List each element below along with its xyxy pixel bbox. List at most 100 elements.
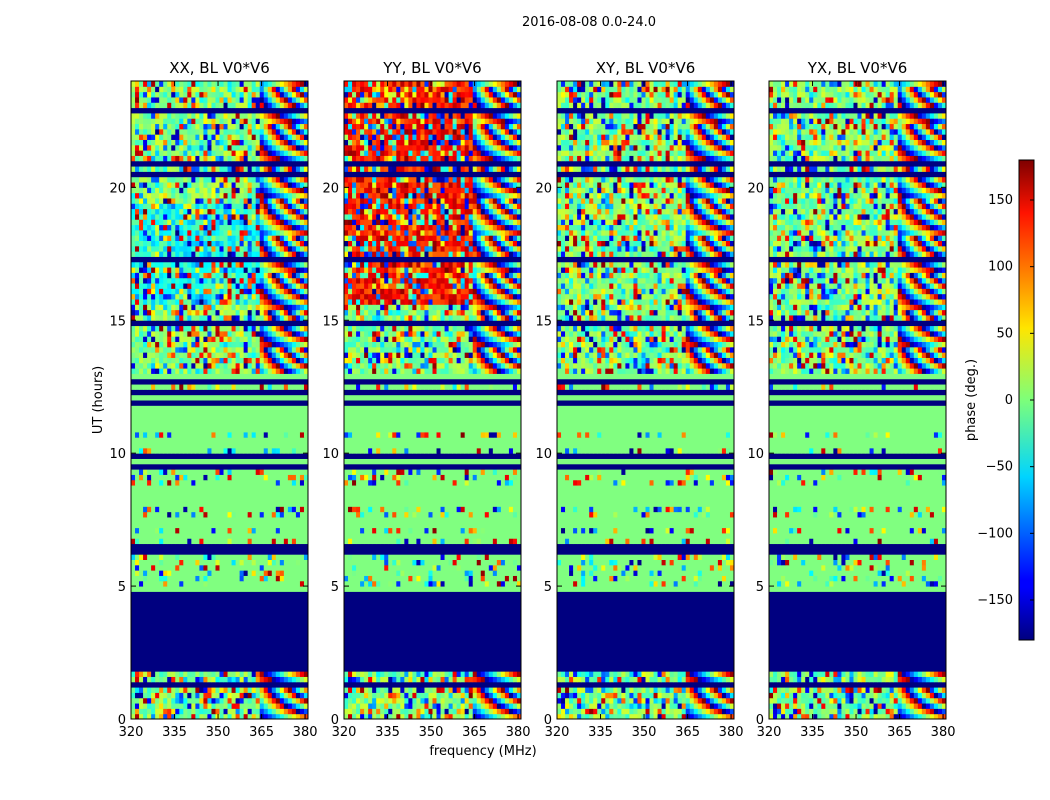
heatmap-cell [496, 341, 502, 348]
heatmap-cell [179, 384, 184, 390]
heatmap-cell [259, 187, 265, 194]
heatmap-cell [239, 118, 245, 125]
heatmap-cell [151, 362, 156, 369]
heatmap-cell [472, 708, 478, 715]
heatmap-cell [508, 676, 514, 683]
heatmap-cell [207, 144, 212, 151]
heatmap-cell [171, 431, 176, 438]
heatmap-cell [171, 314, 176, 321]
heatmap-cell [468, 575, 474, 582]
heatmap-cell [279, 267, 285, 273]
heatmap-cell [460, 304, 466, 311]
heatmap-cell [488, 527, 494, 534]
heatmap-cell [508, 703, 514, 709]
heatmap-cell [143, 431, 148, 438]
heatmap-cell [396, 697, 401, 704]
heatmap-cell [223, 304, 228, 311]
heatmap-cell [231, 325, 236, 332]
heatmap-cell [428, 362, 433, 369]
heatmap-cell [279, 447, 285, 454]
heatmap-cell [400, 298, 405, 305]
heatmap-cell [147, 81, 152, 87]
heatmap-cell [404, 357, 409, 364]
heatmap-cell [263, 182, 269, 188]
heatmap-cell [155, 447, 160, 454]
heatmap-cell [167, 91, 172, 98]
heatmap-cell [476, 687, 482, 693]
heatmap-cell [283, 102, 289, 109]
heatmap-cell [283, 304, 289, 311]
heatmap-cell [456, 676, 462, 683]
heatmap-cell [175, 580, 180, 587]
heatmap-cell [352, 474, 357, 481]
heatmap-cell [255, 187, 261, 194]
heatmap-cell [516, 352, 522, 358]
heatmap-cell [464, 362, 470, 369]
heatmap-cell [219, 150, 224, 156]
heatmap-cell [516, 692, 522, 699]
heatmap-cell [452, 575, 458, 582]
heatmap-cell [215, 86, 220, 93]
heatmap-cell [155, 235, 160, 241]
heatmap-cell [231, 474, 236, 481]
heatmap-cell [255, 703, 261, 709]
heatmap-cell [444, 692, 449, 699]
heatmap-cell [448, 671, 454, 677]
heatmap-cell [151, 118, 156, 125]
heatmap-cell [135, 580, 140, 587]
heatmap-cell [199, 192, 204, 199]
heatmap-cell [143, 511, 148, 518]
heatmap-cell [460, 314, 466, 321]
heatmap-cell [163, 538, 168, 545]
heatmap-cell [295, 96, 301, 103]
heatmap-cell [187, 144, 192, 151]
heatmap-cell [143, 671, 148, 677]
heatmap-cell [372, 479, 377, 486]
heatmap-cell [151, 176, 156, 183]
heatmap-cell [508, 325, 514, 332]
heatmap-cell [283, 144, 289, 151]
heatmap-cell [175, 240, 180, 247]
heatmap-cell [235, 352, 241, 358]
heatmap-cell [155, 288, 160, 295]
heatmap-cell [247, 155, 253, 162]
heatmap-cell [147, 554, 152, 560]
heatmap-cell [223, 192, 228, 199]
heatmap-cell [352, 538, 357, 545]
heatmap-cell [167, 362, 172, 369]
heatmap-cell [215, 352, 220, 358]
heatmap-cell [203, 713, 208, 720]
heatmap-cell [215, 224, 220, 231]
heatmap-cell [436, 554, 441, 560]
heatmap-cell [243, 474, 249, 481]
heatmap-cell [444, 362, 449, 369]
heatmap-cell [364, 362, 369, 369]
heatmap-cell [139, 474, 144, 481]
heatmap-cell [287, 203, 293, 210]
heatmap-cell [219, 479, 224, 486]
heatmap-cell [472, 336, 478, 343]
heatmap-cell [500, 330, 506, 337]
heatmap-cell [191, 447, 196, 454]
heatmap-cell [412, 368, 417, 374]
heatmap-cell [372, 708, 377, 715]
heatmap-cell [271, 112, 277, 119]
heatmap-row [131, 421, 308, 428]
heatmap-cell [283, 671, 289, 677]
heatmap-cell [348, 554, 353, 560]
heatmap-cell [143, 362, 148, 369]
heatmap-cell [207, 139, 212, 146]
heatmap-cell [231, 240, 236, 247]
heatmap-cell [215, 341, 220, 348]
heatmap-cell [464, 479, 470, 486]
heatmap-cell [235, 277, 241, 284]
heatmap-cell [187, 197, 192, 204]
heatmap-cell [516, 325, 522, 332]
heatmap-cell [275, 554, 281, 560]
heatmap-cell [159, 150, 164, 156]
heatmap-cell [135, 368, 140, 374]
heatmap-cell [283, 224, 289, 231]
heatmap-cell [187, 283, 192, 289]
heatmap-cell [175, 575, 180, 582]
